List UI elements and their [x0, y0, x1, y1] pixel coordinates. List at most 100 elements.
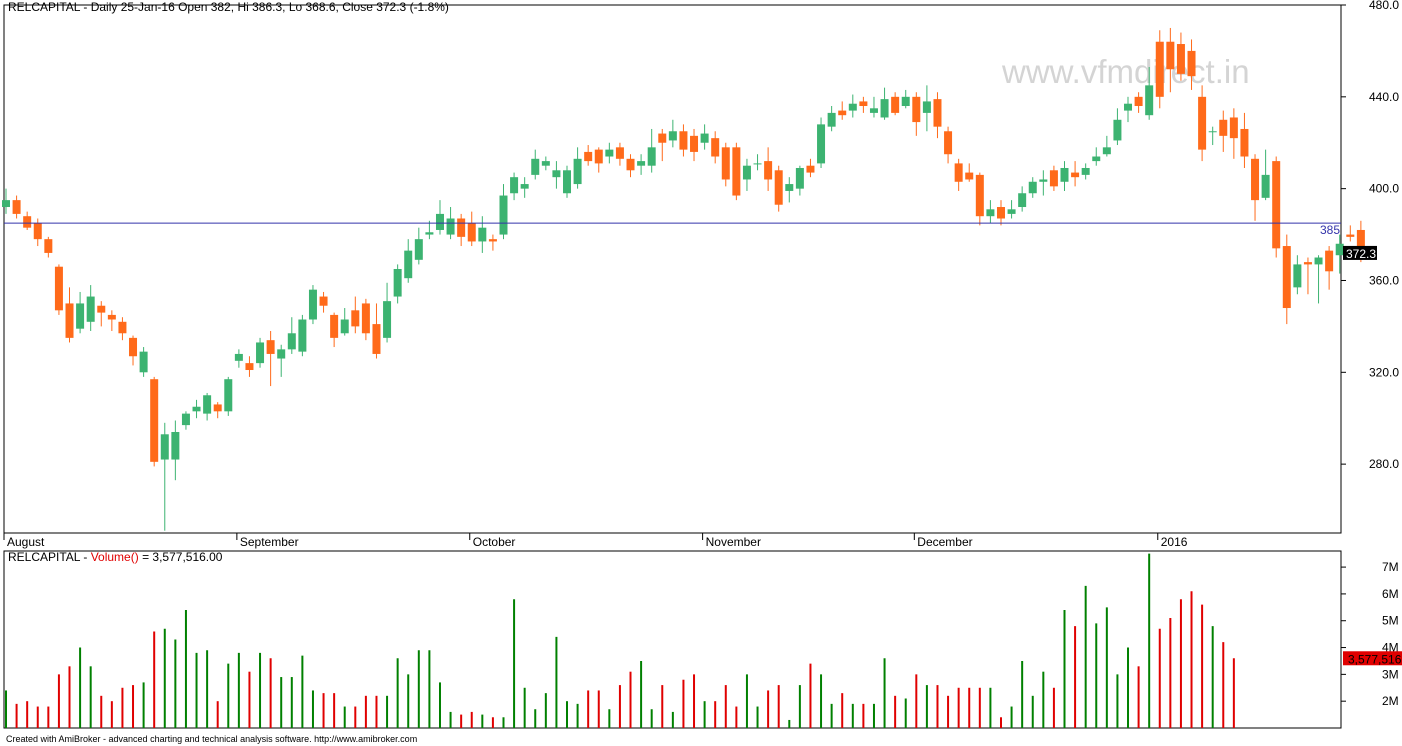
candle-body — [351, 310, 360, 327]
candle-body — [520, 184, 529, 189]
candle-body — [605, 149, 614, 157]
candle-body — [1145, 85, 1154, 116]
candle-body — [139, 351, 148, 373]
price-tick-label: 400.0 — [1369, 182, 1399, 196]
candle-body — [647, 147, 656, 166]
candle-body — [383, 301, 392, 338]
candle-body — [393, 269, 402, 297]
candle-body — [1346, 234, 1355, 237]
candle-body — [753, 163, 762, 165]
candle-body — [552, 170, 561, 178]
candle-body — [319, 296, 328, 306]
price-tick-label: 320.0 — [1369, 365, 1399, 379]
candle-body — [478, 227, 487, 242]
candle-body — [563, 170, 572, 194]
candle-body — [637, 161, 646, 166]
candle-body — [1049, 170, 1058, 187]
price-title: RELCAPITAL - Daily 25-Jan-16 Open 382, H… — [8, 0, 449, 14]
candle-body — [1303, 262, 1312, 265]
candle-body — [245, 363, 254, 371]
candle-body — [213, 404, 222, 412]
candle-body — [679, 131, 688, 150]
candle-body — [996, 207, 1005, 219]
candle-body — [869, 108, 878, 113]
candle-body — [594, 149, 603, 164]
month-label: August — [7, 535, 45, 549]
footer-credit: Created with AmiBroker - advanced charti… — [6, 734, 417, 744]
candle-body — [171, 431, 180, 460]
candle-body — [541, 161, 550, 166]
candle-body — [1208, 131, 1217, 133]
month-axis: August September October November December 20… — [3, 533, 1188, 549]
candle-body — [1240, 128, 1249, 157]
candle-body — [1071, 172, 1080, 178]
candle-body — [584, 151, 593, 162]
volume-tick-label: 7M — [1382, 560, 1399, 574]
candle-body — [446, 218, 455, 235]
candle-body — [785, 184, 794, 191]
candle-body — [457, 218, 466, 237]
price-panel[interactable] — [3, 4, 1342, 534]
candle-body — [975, 174, 984, 217]
month-label: December — [917, 535, 972, 549]
candle-body — [499, 195, 508, 235]
candle-body — [922, 101, 931, 113]
candle-body — [1039, 179, 1048, 182]
candle-body — [965, 172, 974, 180]
volume-tick-label: 2M — [1382, 694, 1399, 708]
candle-body — [160, 434, 169, 460]
candle-body — [1261, 174, 1270, 198]
volume-title-value: = 3,577,516.00 — [139, 550, 223, 564]
candle-body — [806, 165, 815, 173]
candle-body — [1272, 161, 1281, 249]
candle-body — [330, 314, 339, 338]
candle-body — [732, 147, 741, 196]
candle-body — [361, 303, 370, 334]
price-title-symbol: RELCAPITAL — [8, 0, 81, 14]
month-label: September — [240, 535, 299, 549]
last-price-marker — [1343, 245, 1377, 260]
candle-body — [298, 319, 307, 352]
candle-body — [2, 200, 10, 208]
volume-title-sep: - — [80, 550, 91, 564]
volume-panel[interactable] — [3, 550, 1342, 729]
candle-body — [12, 200, 21, 214]
volume-title: RELCAPITAL - Volume() = 3,577,516.00 — [8, 550, 223, 564]
candle-body — [1176, 44, 1185, 74]
candle-body — [404, 250, 413, 279]
candle-body — [944, 131, 953, 155]
candle-body — [531, 158, 540, 175]
candle-body — [933, 99, 942, 127]
candle-body — [181, 413, 190, 426]
candle-body — [986, 209, 995, 217]
candle-body — [626, 158, 635, 171]
volume-tick-label: 6M — [1382, 587, 1399, 601]
last-volume-marker — [1343, 651, 1402, 666]
candle-body — [1187, 50, 1196, 77]
candle-body — [658, 133, 667, 143]
candle-body — [1028, 181, 1037, 194]
candle-body — [827, 112, 836, 127]
price-axis: 280.0 320.0 360.0 400.0 440.0 480.0 — [1341, 0, 1399, 471]
candle-body — [510, 177, 519, 194]
candle-body — [1229, 117, 1238, 139]
candlestick-series — [2, 27, 1365, 531]
candle-body — [425, 232, 434, 235]
candle-body — [1060, 167, 1069, 182]
horizontal-line-label: 385 — [1320, 223, 1340, 237]
candle-body — [1335, 243, 1344, 256]
candle-body — [192, 406, 201, 412]
candle-body — [44, 239, 53, 253]
candle-body — [817, 124, 826, 164]
candle-body — [721, 147, 730, 180]
candle-body — [256, 342, 265, 364]
candle-body — [287, 333, 296, 350]
candle-body — [901, 96, 910, 107]
candle-body — [1134, 96, 1143, 107]
candle-body — [1007, 209, 1016, 214]
candle-body — [308, 289, 317, 320]
candle-body — [1219, 119, 1228, 136]
month-label: 2016 — [1161, 535, 1188, 549]
volume-bars — [5, 553, 1235, 728]
